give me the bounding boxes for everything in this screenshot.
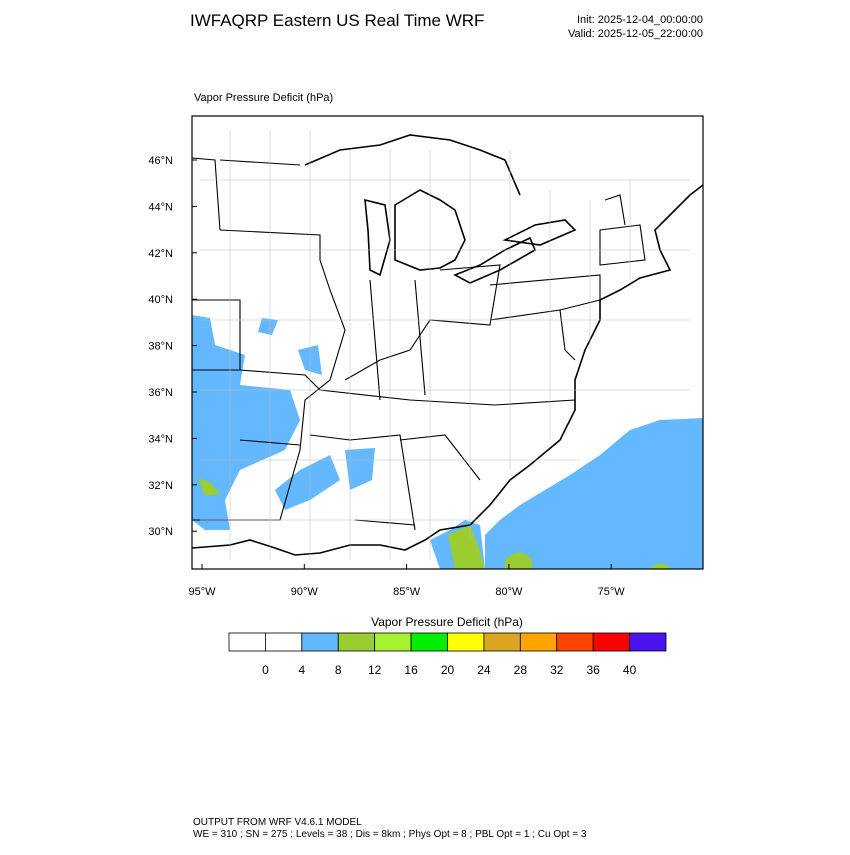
title: IWFAQRP Eastern US Real Time WRF (190, 11, 484, 30)
lat-label: 40°N (148, 294, 173, 306)
colorbar-box (374, 632, 412, 652)
lat-label: 34°N (148, 433, 173, 445)
vpd-shading (198, 478, 220, 496)
map-label: Vapor Pressure Deficit (hPa) (194, 92, 333, 104)
lon-label: 85°W (393, 586, 421, 598)
lon-label: 80°W (495, 586, 523, 598)
colorbar-tick-label: 40 (623, 663, 637, 677)
lat-label: 46°N (148, 155, 173, 167)
colorbar-box (483, 632, 521, 652)
colorbar-tick-label: 32 (550, 663, 564, 677)
colorbar: 0 4 8 12 16 20 24 28 32 36 40 (228, 632, 667, 677)
colorbar-box (519, 632, 558, 652)
colorbar-tick-label: 20 (441, 663, 455, 677)
colorbar-tick-label: 8 (335, 663, 342, 677)
graticule-labels: 46°N 44°N 42°N 40°N 38°N 36°N 34°N 32°N 30°N 95°W… (148, 155, 625, 598)
lat-label: 32°N (148, 480, 173, 492)
vpd-shading (345, 448, 375, 490)
vpd-shading (192, 315, 300, 530)
ocean-shading (485, 418, 703, 569)
map-frame (191, 115, 704, 570)
colorbar-tick-label: 12 (368, 663, 382, 677)
colorbar-box (301, 632, 339, 652)
colorbar-tick-label: 16 (404, 663, 418, 677)
colorbar-tick-label: 0 (262, 663, 269, 677)
lat-label: 42°N (148, 248, 173, 260)
colorbar-box (592, 632, 630, 652)
lon-label: 75°W (598, 586, 626, 598)
lat-label: 30°N (148, 526, 173, 538)
colorbar-box (337, 632, 376, 652)
colorbar-box (410, 632, 448, 652)
lat-label: 44°N (148, 201, 173, 213)
footer-line: OUTPUT FROM WRF V4.6.1 MODEL (193, 817, 362, 828)
colorbar-title: Vapor Pressure Deficit (hPa) (371, 615, 523, 629)
colorbar-box (629, 632, 667, 652)
vpd-shading (505, 552, 532, 569)
colorbar-box (265, 632, 303, 652)
colorbar-box (228, 632, 266, 652)
valid-time: Valid: 2025-12-05_22:00:00 (568, 28, 703, 40)
colorbar-tick-label: 36 (586, 663, 600, 677)
init-time: Init: 2025-12-04_00:00:00 (577, 14, 703, 26)
colorbar-tick-label: 4 (298, 663, 305, 677)
lon-label: 90°W (291, 586, 319, 598)
footer-line: WE = 310 ; SN = 275 ; Levels = 38 ; Dis … (193, 829, 587, 840)
map: 46°N 44°N 42°N 40°N 38°N 36°N 34°N 32°N 30°N 95°W… (148, 115, 704, 598)
colorbar-tick-label: 28 (514, 663, 528, 677)
colorbar-box (447, 632, 485, 652)
lat-label: 38°N (148, 341, 173, 353)
county-borders (200, 130, 690, 560)
vpd-shading (275, 455, 340, 510)
lat-label: 36°N (148, 387, 173, 399)
vpd-shading (258, 318, 278, 335)
lon-label: 95°W (188, 586, 216, 598)
colorbar-box (556, 632, 594, 652)
vpd-shading (650, 563, 672, 569)
vpd-shading (448, 525, 485, 569)
colorbar-tick-label: 24 (477, 663, 491, 677)
